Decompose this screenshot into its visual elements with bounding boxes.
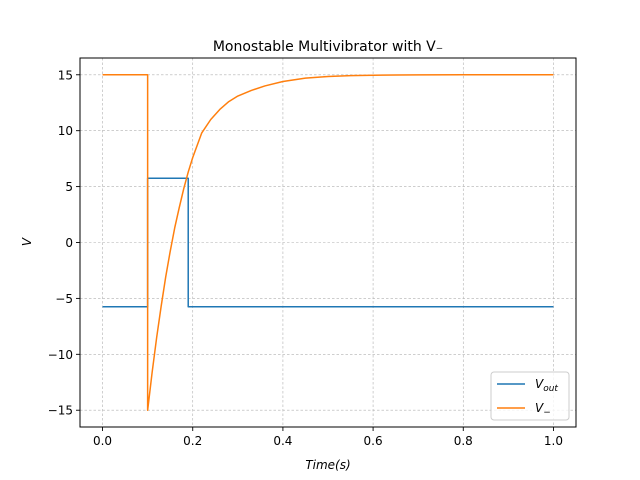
y-tick-label: 0 (65, 236, 73, 250)
x-tick-label: 1.0 (544, 434, 563, 448)
y-tick-label: 15 (58, 68, 73, 82)
y-axis-label: V (20, 237, 34, 246)
x-ticks: 0.0 0.2 0.4 0.6 0.8 1.0 (93, 427, 563, 448)
x-axis-label: Time(s) (305, 458, 350, 472)
legend-label-vminus: V− (535, 401, 551, 418)
legend-label-vout-sub: out (543, 384, 558, 394)
x-tick-label: 0.4 (273, 434, 292, 448)
y-tick-label: −5 (55, 292, 73, 306)
series-line-1 (102, 74, 554, 411)
legend-label-vminus-main: V (535, 401, 544, 415)
x-tick-label: 0.6 (364, 434, 383, 448)
legend-label-vout-main: V (535, 377, 544, 391)
chart-title: Monostable Multivibrator with V₋ (213, 39, 443, 55)
legend-label-vminus-sub: − (543, 408, 551, 418)
series-line-0 (102, 177, 554, 308)
y-ticks: −15 −10 −5 0 5 10 15 (48, 68, 80, 418)
plot-series (102, 74, 554, 411)
legend: Vout V− (490, 371, 570, 421)
y-tick-label: −15 (48, 404, 73, 418)
y-tick-label: 5 (65, 180, 73, 194)
y-tick-label: 10 (58, 124, 73, 138)
x-tick-label: 0.0 (93, 434, 112, 448)
x-tick-label: 0.2 (183, 434, 202, 448)
legend-label-vout: Vout (535, 377, 558, 394)
y-tick-label: −10 (48, 348, 73, 362)
x-tick-label: 0.8 (454, 434, 473, 448)
legend-box (490, 371, 570, 421)
